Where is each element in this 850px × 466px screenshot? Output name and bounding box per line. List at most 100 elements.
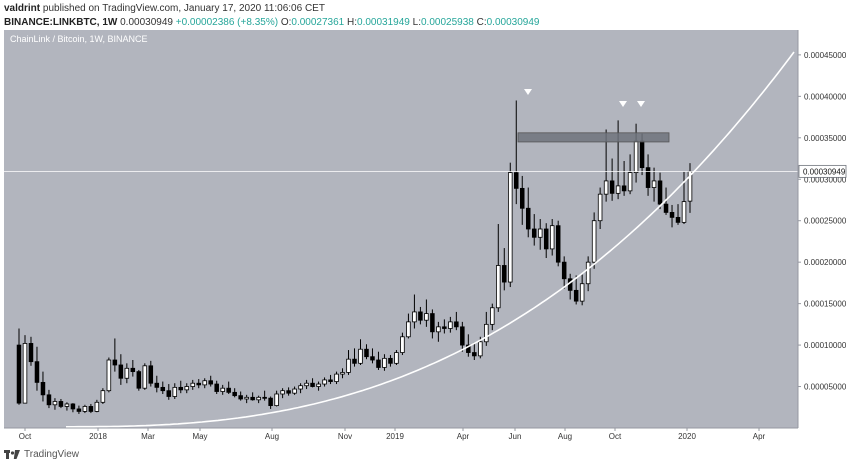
candle-body [364,348,369,358]
candle [166,384,172,400]
candle [316,381,321,391]
candle-body [16,344,22,404]
tradingview-logo-icon [4,450,20,459]
candle [537,219,543,250]
candle [609,158,615,201]
candle [352,348,357,367]
peak-marker-icon [524,89,532,95]
candle-body [394,352,399,364]
candle-body [52,401,58,406]
candle [202,378,207,389]
x-tick-label: 2018 [89,432,107,441]
last-price: 0.00030949 [120,17,173,28]
candle [400,332,405,356]
low-label: L: [412,17,421,28]
candle-body [34,361,40,383]
candle [310,378,315,388]
publish-text: published on TradingView.com, January 17… [42,3,325,14]
y-tick-label: 0.00030000 [804,175,847,184]
candle-body [567,278,573,291]
candle [669,204,675,228]
candle-body [316,383,321,387]
candle [40,371,46,402]
candle-body [292,388,297,394]
x-tick-label: Aug [558,432,572,441]
candle-body [657,180,663,205]
x-tick-label: Apr [457,432,470,441]
y-tick-label: 0.00015000 [804,300,847,309]
candle [298,383,303,394]
candle [502,248,507,291]
candle-body [454,321,459,328]
candle-body [448,321,453,329]
candle-body [430,313,435,333]
candle-body [94,401,100,412]
candle-body [627,172,633,192]
low-value: 0.00025938 [420,17,474,28]
peak-marker-icon [619,101,627,107]
x-tick-label: Apr [753,432,766,441]
y-tick-label: 0.00010000 [804,341,847,350]
candle [70,403,76,413]
candle-body [675,216,681,223]
candle-body [28,343,34,363]
candle [280,388,285,399]
time-axis[interactable]: Oct 2018 Mar May Aug Nov 2019 Apr Jun Aug Oct 2020 A… [19,428,766,441]
current-price-tag [798,164,847,178]
candle [382,354,387,371]
candle [388,355,393,367]
candle-body [346,358,351,373]
candle-body [621,185,627,192]
candle [148,360,154,387]
candle-body [22,343,28,404]
candle [364,344,369,360]
candle-body [196,382,201,386]
y-tick-label: 0.00005000 [804,383,847,392]
candle-body [172,386,178,397]
x-tick-label: May [192,432,207,441]
tradingview-footer[interactable]: TradingView [4,449,79,460]
candle-body [585,261,591,285]
peak-marker-icon [637,101,645,107]
candle [214,380,219,395]
candle [106,357,112,393]
candle-body [412,311,417,323]
candle [561,256,567,289]
candle [508,162,513,288]
candle-body [603,180,609,195]
candle-body [262,396,267,399]
candle [454,311,459,331]
candle [136,369,142,391]
candle-body [525,207,531,230]
candle-body [298,385,303,390]
candle [466,334,471,357]
candle-body [154,382,160,388]
candle-body [100,390,106,403]
candle-body [460,326,465,346]
candle [496,224,501,312]
candle-body [322,379,327,385]
candle [514,100,519,205]
candle-body [633,140,639,174]
price-axis[interactable]: 0.00005000 0.00010000 0.00015000 0.00020000… [798,51,847,392]
candle [412,294,417,329]
candle [130,360,136,377]
candle-body [304,382,309,387]
candle-body [484,323,489,343]
candle [220,384,225,395]
candle [490,303,495,331]
x-tick-label: Oct [19,432,32,441]
resistance-zone [517,132,670,143]
candle [196,379,201,389]
candle-body [148,365,154,384]
candle-body [508,172,513,283]
candle [448,316,453,333]
candle-body [478,341,483,357]
parabolic-support-curve [66,51,795,428]
candle-body [579,283,585,302]
candle-body [352,358,357,364]
candle-body [645,167,651,188]
candle-body [490,307,495,325]
candle-body [639,140,645,169]
